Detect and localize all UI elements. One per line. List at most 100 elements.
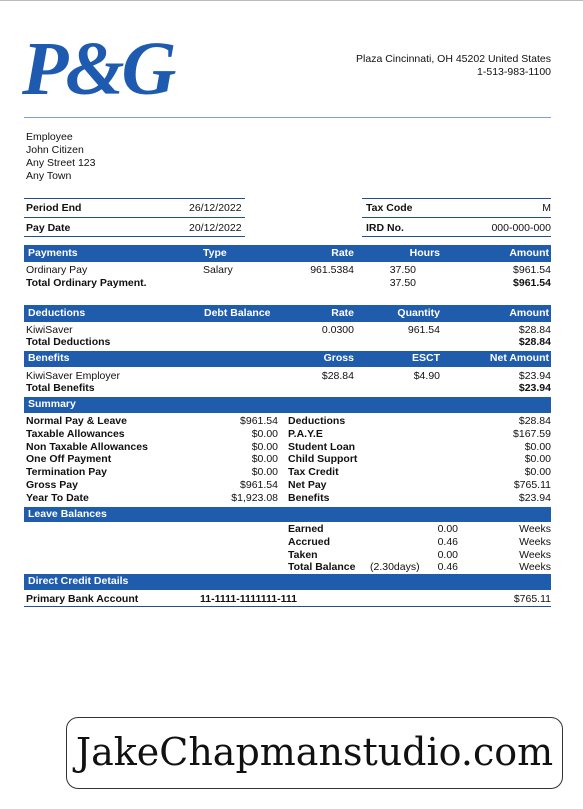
summary-label: Benefits (288, 491, 330, 504)
summary-value: $0.00 (251, 453, 278, 466)
summary-label: Child Support (288, 453, 358, 466)
section-band: Benefits Gross ESCT Net Amount (24, 351, 551, 367)
summary-value: $28.84 (518, 415, 551, 427)
summary-value: $167.59 (513, 427, 551, 440)
header: ESCT (411, 352, 440, 364)
leave-note: (2.30days) (370, 561, 420, 574)
section-band: Deductions Debt Balance Rate Quantity Am… (24, 305, 551, 322)
cell: KiwiSaver Employer (26, 370, 120, 382)
address: Plaza Cincinnati, OH 45202 United States (356, 53, 551, 65)
rule (24, 606, 551, 607)
summary-label: Normal Pay & Leave (26, 415, 127, 427)
header: Amount (509, 247, 549, 259)
header: Hours (409, 247, 440, 259)
leave-value: 0.00 (437, 548, 458, 561)
leave-value: 0.46 (437, 561, 458, 574)
watermark: JakeChapmanstudio.com (75, 730, 554, 774)
value: 20/12/2022 (189, 222, 242, 234)
summary-value: $765.11 (513, 479, 551, 491)
cell: 37.50 (389, 264, 416, 276)
summary-label: Termination Pay (26, 466, 107, 479)
cell: 0.0300 (321, 324, 354, 336)
cell: 961.54 (407, 324, 440, 336)
total: $23.94 (518, 382, 551, 394)
summary-label: Tax Credit (288, 466, 339, 479)
section-band: Direct Credit Details (24, 574, 551, 590)
employee-line: Employee (26, 131, 73, 143)
watermark-box (66, 717, 563, 789)
summary-value: $961.54 (240, 415, 278, 427)
cell: Salary (203, 264, 233, 276)
amount: $765.11 (513, 593, 551, 605)
logo: P&G (22, 27, 176, 111)
account: 11-1111-1111111-111 (200, 593, 297, 605)
employee-line: Any Street 123 (26, 157, 96, 169)
total-label: Total Benefits (26, 382, 95, 394)
leave-label: Accrued (288, 535, 331, 548)
label: IRD No. (366, 222, 404, 234)
cell: $28.84 (321, 370, 354, 382)
cell: Ordinary Pay (26, 264, 88, 276)
rule (24, 198, 245, 199)
leave-value: 0.00 (437, 523, 458, 535)
header: Debt Balance (204, 307, 271, 319)
summary-value: $0.00 (524, 466, 551, 479)
summary-value: $1,923.08 (231, 491, 278, 504)
cell: $4.90 (413, 370, 440, 382)
label: Period End (26, 202, 82, 214)
cell: 961.5384 (310, 264, 354, 276)
value: 26/12/2022 (189, 202, 242, 214)
header-rule (24, 117, 551, 118)
leave-label: Taken (288, 548, 318, 561)
header: Leave Balances (28, 508, 107, 520)
summary-label: Net Pay (288, 479, 327, 491)
value: M (542, 202, 551, 214)
summary-label: Gross Pay (26, 479, 78, 491)
header: Amount (509, 307, 549, 319)
cell: $23.94 (518, 370, 551, 382)
rule (24, 236, 245, 237)
total-label: Total Deductions (26, 336, 111, 348)
header: Gross (323, 352, 354, 364)
label: Pay Date (26, 222, 71, 234)
leave-value: 0.46 (437, 535, 458, 548)
header: Rate (331, 307, 354, 319)
summary-value: $0.00 (524, 453, 551, 466)
rule (24, 217, 245, 218)
summary-value: $0.00 (524, 440, 551, 453)
leave-label: Earned (288, 523, 324, 535)
header: Type (203, 247, 227, 259)
section-band: Payments Type Rate Hours Amount (24, 245, 551, 262)
summary-value: $23.94 (518, 491, 551, 504)
summary-label: One Off Payment (26, 453, 112, 466)
summary-value: $961.54 (240, 479, 278, 491)
total-label: Total Ordinary Payment. (26, 277, 147, 289)
cell: $28.84 (518, 324, 551, 336)
cell: $961.54 (513, 264, 551, 276)
employee-line: John Citizen (26, 144, 84, 156)
header: Direct Credit Details (28, 575, 129, 587)
label: Primary Bank Account (26, 593, 139, 605)
summary-label: Deductions (288, 415, 346, 427)
summary-value: $0.00 (251, 427, 278, 440)
phone: 1-513-983-1100 (477, 66, 551, 78)
total: $961.54 (513, 277, 551, 289)
employee-line: Any Town (26, 170, 72, 182)
leave-unit: Weeks (519, 548, 551, 561)
header: Net Amount (489, 352, 549, 364)
summary-label: Non Taxable Allowances (26, 440, 148, 453)
leave-label: Total Balance (288, 561, 356, 574)
leave-unit: Weeks (519, 523, 551, 535)
rule (362, 198, 551, 199)
header: Deductions (28, 307, 86, 319)
label: Tax Code (366, 202, 413, 214)
rule (362, 217, 551, 218)
section-band: Leave Balances (24, 507, 551, 522)
cell: 37.50 (389, 277, 416, 289)
rule (362, 236, 551, 237)
summary-value: $0.00 (251, 440, 278, 453)
leave-unit: Weeks (519, 561, 551, 574)
value: 000-000-000 (491, 222, 551, 234)
summary-label: Year To Date (26, 491, 89, 504)
